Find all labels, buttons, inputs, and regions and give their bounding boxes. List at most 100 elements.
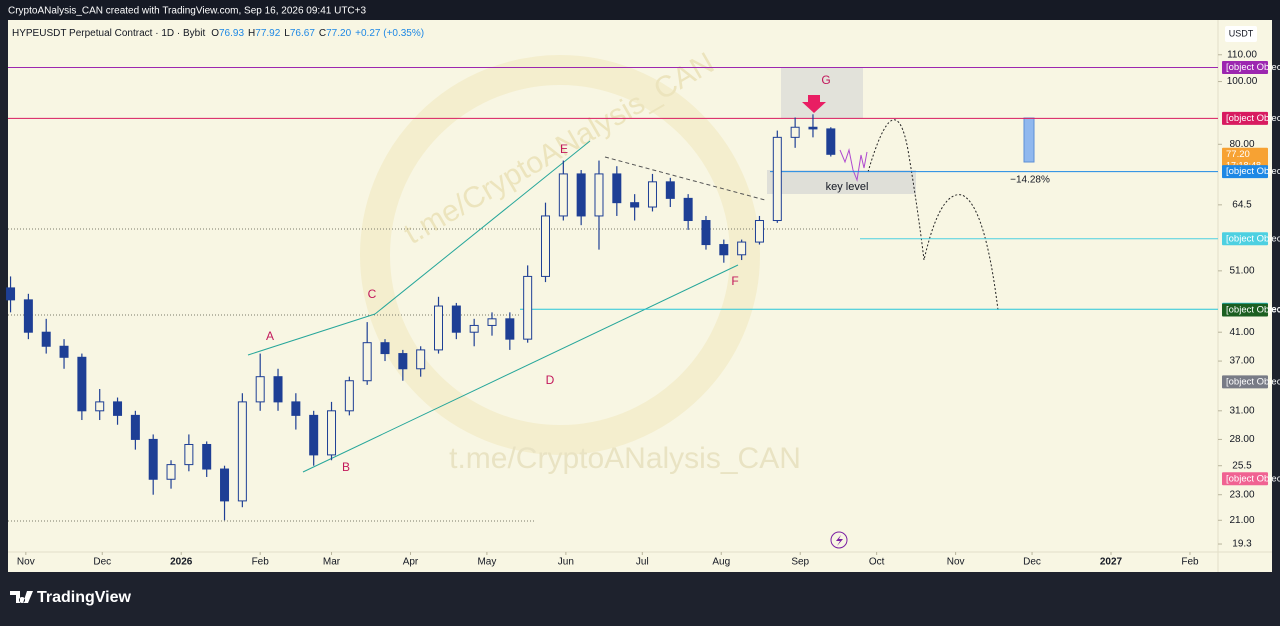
candle-body xyxy=(309,414,319,456)
candle-body xyxy=(434,305,444,351)
candle-body xyxy=(719,244,729,256)
candle-body xyxy=(665,181,675,199)
icon xyxy=(836,535,843,546)
level-label: [object Object] xyxy=(1226,62,1280,73)
candle-body xyxy=(220,468,230,502)
credit: CryptoANalysis_CAN created with TradingV… xyxy=(8,6,366,17)
ohlc-key: H xyxy=(248,28,255,39)
projection xyxy=(839,148,868,182)
y-tick-label: 31.00 xyxy=(1229,405,1254,416)
currency: USDT xyxy=(1229,28,1254,38)
candle-body xyxy=(594,173,604,217)
ohlc-value: 77.92 xyxy=(255,28,280,39)
x-tick-label: Mar xyxy=(323,557,341,568)
level-label: [object Object] xyxy=(1226,166,1280,177)
candle-body xyxy=(166,464,176,480)
candle-body xyxy=(487,318,497,326)
level-tag xyxy=(1222,375,1268,389)
zone-box xyxy=(781,67,863,118)
x-tick-label: Dec xyxy=(1023,557,1041,568)
wave-label: C xyxy=(368,287,377,301)
candle-body xyxy=(362,342,372,382)
currency-box xyxy=(1225,26,1257,42)
x-tick-label: Feb xyxy=(252,557,270,568)
candle-body xyxy=(558,173,568,217)
level-tag xyxy=(1222,472,1268,486)
candle-body xyxy=(701,220,711,246)
level-tag xyxy=(1222,232,1268,246)
x-tick-label: Oct xyxy=(869,557,885,568)
symbol: HYPEUSDT Perpetual Contract · 1D · Bybit xyxy=(12,28,205,39)
candle-body xyxy=(255,376,265,403)
candle-body xyxy=(202,443,212,470)
x-tick-label: Sep xyxy=(791,557,809,568)
candle-body xyxy=(344,380,354,412)
level-tag xyxy=(1222,165,1268,179)
candle-body xyxy=(130,414,140,440)
x-tick-label: Dec xyxy=(93,557,111,568)
ohlc-key: L xyxy=(284,28,290,39)
level-label: [object Object] xyxy=(1226,376,1280,387)
y-tick-label: 100.00 xyxy=(1227,76,1258,87)
wave-label: B xyxy=(342,460,350,474)
candle-body xyxy=(23,299,33,333)
level-label: 77.20 xyxy=(1226,149,1250,160)
y-tick-label: 80.00 xyxy=(1229,139,1254,150)
y-tick-label: 23.00 xyxy=(1229,489,1254,500)
x-tick-label: Feb xyxy=(1181,557,1199,568)
y-tick-label: 110.00 xyxy=(1227,49,1257,60)
ohlc-value: 77.20 xyxy=(326,28,351,39)
candle-body xyxy=(451,305,461,333)
key-level-box xyxy=(767,170,916,194)
candle-body xyxy=(184,443,194,466)
candle-body xyxy=(291,401,301,416)
candle-body xyxy=(540,215,550,277)
ohlc-value: 76.67 xyxy=(290,28,315,39)
wave-label: A xyxy=(266,329,274,343)
x-tick-label: Nov xyxy=(17,557,35,568)
level-label: [object Object] xyxy=(1226,304,1280,315)
candle-body xyxy=(737,241,747,256)
arrow xyxy=(802,95,826,113)
chart-panel xyxy=(8,20,1272,572)
header-bar xyxy=(0,0,1280,20)
x-tick-label: Jun xyxy=(558,557,574,568)
level-tag xyxy=(1222,111,1268,125)
candle-body xyxy=(647,181,657,208)
key-level-label: key level xyxy=(826,181,869,193)
ohlc-key: O xyxy=(211,28,219,39)
measure-label: −14.28% xyxy=(1010,175,1050,186)
candle-body xyxy=(576,173,586,217)
x-tick-label: Jul xyxy=(636,557,649,568)
wave-label: D xyxy=(546,373,555,387)
y-tick-label: 25.5 xyxy=(1232,460,1252,471)
ohlc-key: C xyxy=(319,28,326,39)
x-tick-label: 2027 xyxy=(1100,557,1123,568)
candle-body xyxy=(237,401,247,502)
candle-body xyxy=(469,324,479,333)
wave-label: E xyxy=(560,142,568,156)
candle-body xyxy=(41,331,51,347)
trendline xyxy=(302,264,739,473)
level-label: [object Object] xyxy=(1226,113,1280,124)
x-tick-label: Aug xyxy=(712,557,730,568)
icon xyxy=(830,531,848,549)
candle-body xyxy=(612,173,622,204)
measure-box xyxy=(1023,117,1035,163)
trendline xyxy=(247,313,376,356)
level-label: [object Object] xyxy=(1226,233,1280,244)
x-tick-label: Nov xyxy=(947,557,965,568)
level-tag xyxy=(1222,61,1268,75)
watermark: t.me/CryptoANalysis_CAN xyxy=(449,442,801,475)
candle-body xyxy=(273,376,283,403)
candle-body xyxy=(523,275,533,340)
ohlc-value: 76.93 xyxy=(219,28,244,39)
y-tick-label: 19.3 xyxy=(1232,539,1252,550)
candle-body xyxy=(772,136,782,222)
change: +0.27 (+0.35%) xyxy=(355,28,424,39)
candle-body xyxy=(327,410,337,456)
candle-body xyxy=(505,318,515,340)
candle-body xyxy=(416,349,426,370)
y-tick-label: 64.5 xyxy=(1232,199,1252,210)
candle-body xyxy=(380,342,390,355)
